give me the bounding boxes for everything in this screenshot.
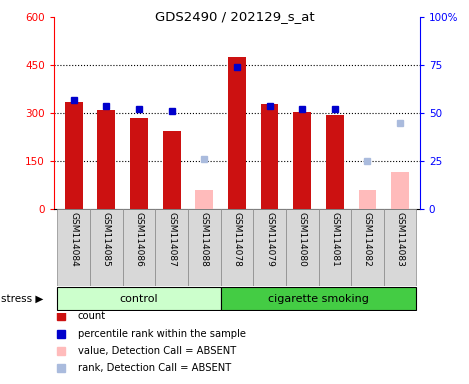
Bar [286,209,318,286]
Bar [122,209,155,286]
Bar [358,190,377,209]
Bar [260,104,279,209]
Text: rank, Detection Call = ABSENT: rank, Detection Call = ABSENT [78,363,231,373]
Bar [188,209,220,286]
Text: cigarette smoking: cigarette smoking [268,293,369,304]
Bar [220,287,416,310]
Text: GDS2490 / 202129_s_at: GDS2490 / 202129_s_at [155,10,314,23]
Bar [65,102,83,209]
Text: GSM114086: GSM114086 [134,212,144,266]
Text: GSM114080: GSM114080 [298,212,307,266]
Text: value, Detection Call = ABSENT: value, Detection Call = ABSENT [78,346,236,356]
Bar [351,209,384,286]
Text: GSM114087: GSM114087 [167,212,176,266]
Bar [220,209,253,286]
Bar [90,209,122,286]
Bar [391,172,409,209]
Bar [163,131,181,209]
Bar [318,209,351,286]
Text: GSM114084: GSM114084 [69,212,78,266]
Bar [228,57,246,209]
Bar [97,110,115,209]
Text: count: count [78,311,106,321]
Bar [384,209,416,286]
Bar [155,209,188,286]
Text: GSM114082: GSM114082 [363,212,372,266]
Text: stress ▶: stress ▶ [1,293,43,304]
Text: percentile rank within the sample: percentile rank within the sample [78,329,246,339]
Bar [253,209,286,286]
Text: GSM114083: GSM114083 [396,212,405,266]
Bar [293,112,311,209]
Text: GSM114088: GSM114088 [200,212,209,266]
Bar [130,118,148,209]
Bar [326,115,344,209]
Text: GSM114078: GSM114078 [232,212,242,266]
Text: control: control [120,293,158,304]
Text: GSM114081: GSM114081 [330,212,340,266]
Bar [195,190,213,209]
Bar [57,209,90,286]
Bar [57,287,220,310]
Text: GSM114085: GSM114085 [102,212,111,266]
Text: GSM114079: GSM114079 [265,212,274,266]
